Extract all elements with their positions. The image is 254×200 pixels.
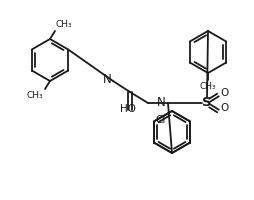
Text: CH₃: CH₃ [199,82,215,91]
Text: CH₃: CH₃ [56,20,72,29]
Text: S: S [201,96,211,109]
Text: CH₃: CH₃ [26,91,43,100]
Text: O: O [219,88,227,98]
Text: N: N [157,96,165,109]
Text: HO: HO [120,104,135,114]
Text: O: O [219,103,227,113]
Text: Cl: Cl [155,115,166,126]
Text: N: N [103,73,112,86]
